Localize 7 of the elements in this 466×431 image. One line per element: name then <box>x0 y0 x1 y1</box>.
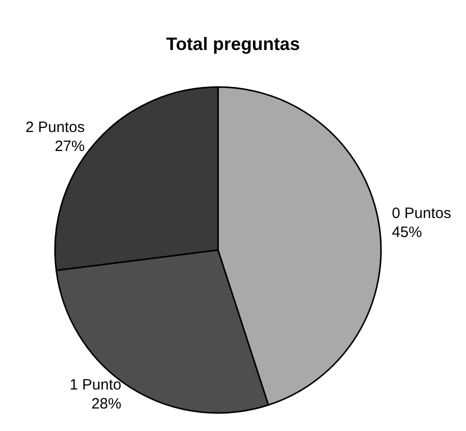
data-label: 45% <box>392 224 422 242</box>
chart-title: Total preguntas <box>166 34 300 54</box>
slice-label: 1 Punto <box>70 376 122 394</box>
data-label: 28% <box>91 395 122 412</box>
slice-label: 2 Puntos <box>26 118 85 136</box>
data-label: 27% <box>54 138 85 155</box>
slice-label: 0 Puntos <box>392 205 452 222</box>
